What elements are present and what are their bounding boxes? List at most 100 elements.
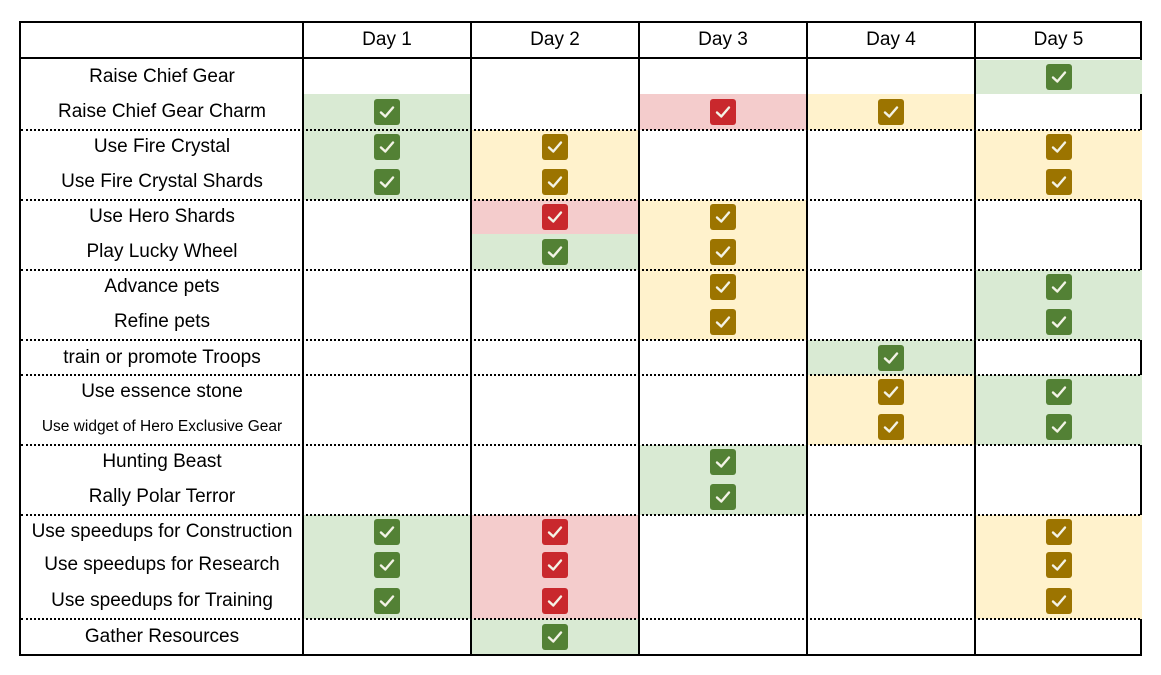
day-cell xyxy=(975,200,1142,234)
checkbox-checked-icon xyxy=(374,99,400,125)
day-cell xyxy=(471,60,639,94)
day-cell xyxy=(639,94,807,130)
checkbox-checked-icon xyxy=(542,552,568,578)
task-label: Use widget of Hero Exclusive Gear xyxy=(41,417,283,435)
day-cell xyxy=(471,270,639,304)
day-cell xyxy=(975,270,1142,304)
checkbox-checked-icon xyxy=(542,239,568,265)
day-cell xyxy=(303,548,471,582)
day-cell xyxy=(471,548,639,582)
day-cell xyxy=(303,130,471,164)
checkbox-checked-icon xyxy=(1045,378,1072,405)
day-cell xyxy=(303,619,471,654)
checkbox-checked-icon xyxy=(542,169,568,195)
day-cell xyxy=(975,130,1142,164)
checkbox-checked-icon xyxy=(1045,134,1072,160)
checkbox-checked-icon xyxy=(710,239,736,265)
column-divider xyxy=(806,23,808,654)
day-cell xyxy=(471,408,639,445)
column-divider xyxy=(302,23,304,654)
checkbox-checked-icon xyxy=(878,344,904,371)
header-day-4: Day 4 xyxy=(807,23,975,59)
group-divider xyxy=(21,129,1140,131)
day-cell xyxy=(807,619,975,654)
checkbox-checked-icon xyxy=(542,623,568,650)
column-divider xyxy=(638,23,640,654)
day-cell xyxy=(639,164,807,200)
day-cell xyxy=(639,270,807,304)
day-cell xyxy=(975,164,1142,200)
day-cell xyxy=(471,479,639,515)
day-cell xyxy=(471,304,639,340)
task-label: Refine pets xyxy=(113,311,211,332)
checkbox-checked-icon xyxy=(542,518,568,545)
day-cell xyxy=(303,270,471,304)
day-cell xyxy=(975,515,1142,548)
checkbox-checked-icon xyxy=(1045,552,1072,578)
checkbox-checked-icon xyxy=(374,587,400,614)
day-cell xyxy=(807,164,975,200)
checkbox-checked-icon xyxy=(710,204,736,230)
header-day-1: Day 1 xyxy=(303,23,471,59)
checkbox-checked-icon xyxy=(710,99,736,125)
day-cell xyxy=(975,94,1142,130)
day-cell xyxy=(471,619,639,654)
checkbox-checked-icon xyxy=(1045,518,1072,545)
group-divider xyxy=(21,339,1140,341)
column-divider xyxy=(470,23,472,654)
task-label: Gather Resources xyxy=(84,625,240,647)
task-label: Use speedups for Research xyxy=(44,554,280,575)
day-cell xyxy=(807,375,975,408)
group-divider xyxy=(21,199,1140,201)
day-cell xyxy=(303,408,471,445)
day-cell xyxy=(303,94,471,130)
day-cell xyxy=(807,304,975,340)
task-label: Use Hero Shards xyxy=(89,206,235,227)
group-divider xyxy=(21,444,1140,446)
checkbox-checked-icon xyxy=(1045,587,1072,614)
checkbox-checked-icon xyxy=(542,204,568,230)
day-cell xyxy=(807,445,975,479)
day-cell xyxy=(303,515,471,548)
task-label: Use essence stone xyxy=(81,380,243,402)
day-cell xyxy=(303,234,471,270)
day-cell xyxy=(303,200,471,234)
checkbox-checked-icon xyxy=(878,378,904,405)
day-cell xyxy=(471,94,639,130)
day-cell xyxy=(639,515,807,548)
day-cell xyxy=(471,375,639,408)
day-cell xyxy=(303,445,471,479)
day-cell xyxy=(639,582,807,619)
day-cell xyxy=(471,445,639,479)
day-cell xyxy=(303,304,471,340)
checkbox-checked-icon xyxy=(710,274,736,300)
header-day-5: Day 5 xyxy=(975,23,1142,59)
day-cell xyxy=(639,340,807,375)
task-label: Use Fire Crystal Shards xyxy=(61,171,263,192)
task-label: Use speedups for Construction xyxy=(31,520,293,542)
checkbox-checked-icon xyxy=(374,552,400,578)
day-cell xyxy=(303,582,471,619)
day-cell xyxy=(639,548,807,582)
checkbox-checked-icon xyxy=(374,169,400,195)
checkbox-checked-icon xyxy=(542,134,568,160)
task-label: Play Lucky Wheel xyxy=(86,241,238,262)
day-cell xyxy=(639,408,807,445)
day-cell xyxy=(639,200,807,234)
checkbox-checked-icon xyxy=(1045,64,1072,90)
day-cell xyxy=(975,340,1142,375)
day-cell xyxy=(807,200,975,234)
day-cell xyxy=(807,270,975,304)
group-divider xyxy=(21,514,1140,516)
day-cell xyxy=(639,304,807,340)
day-cell xyxy=(975,479,1142,515)
checkbox-checked-icon xyxy=(710,449,736,475)
day-cell xyxy=(639,375,807,408)
day-cell xyxy=(471,515,639,548)
day-cell xyxy=(807,548,975,582)
day-cell xyxy=(975,548,1142,582)
header-day-3: Day 3 xyxy=(639,23,807,59)
checkbox-checked-icon xyxy=(1045,274,1072,300)
checkbox-checked-icon xyxy=(710,309,736,335)
day-cell xyxy=(975,619,1142,654)
